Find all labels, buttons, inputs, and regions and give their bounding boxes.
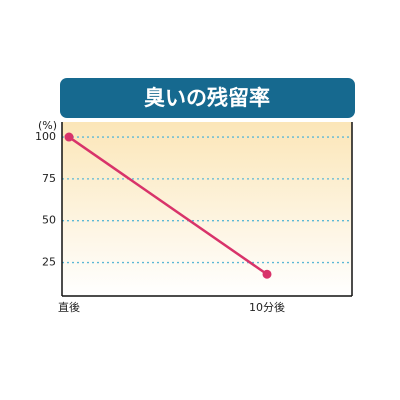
title-banner [60, 78, 355, 118]
point [64, 132, 74, 142]
y-tick-label: 50 [42, 214, 56, 227]
plot-background [62, 122, 352, 296]
y-axis-label: (%) [38, 119, 57, 132]
line [68, 136, 268, 276]
y-tick-label: 75 [42, 172, 56, 185]
chart-title: 臭いの残留率 [144, 86, 270, 110]
point [262, 269, 272, 279]
x-tick-label: 10分後 [249, 300, 285, 314]
y-tick-label: 100 [35, 130, 56, 143]
y-tick-label: 25 [42, 256, 56, 269]
x-tick-label: 直後 [58, 300, 80, 314]
